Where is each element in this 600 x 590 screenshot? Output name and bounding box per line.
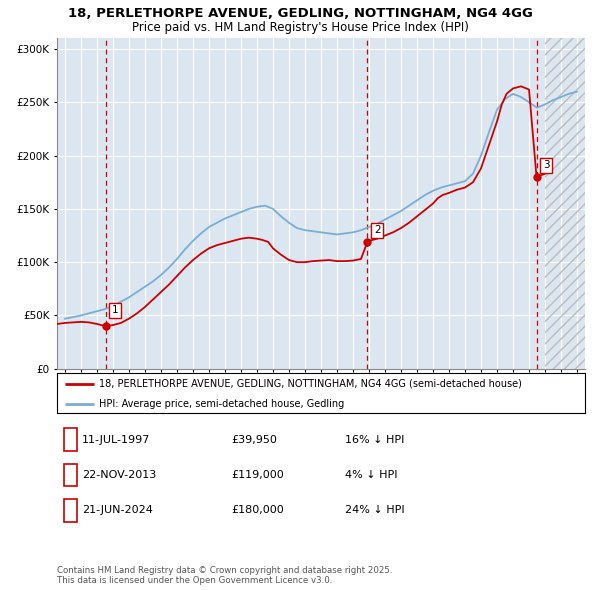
Text: 1: 1 — [112, 306, 119, 316]
Text: 18, PERLETHORPE AVENUE, GEDLING, NOTTINGHAM, NG4 4GG: 18, PERLETHORPE AVENUE, GEDLING, NOTTING… — [68, 7, 532, 20]
Text: 22-NOV-2013: 22-NOV-2013 — [82, 470, 157, 480]
Text: 4% ↓ HPI: 4% ↓ HPI — [345, 470, 398, 480]
Text: 3: 3 — [543, 160, 550, 171]
Text: 2: 2 — [374, 225, 380, 235]
Text: HPI: Average price, semi-detached house, Gedling: HPI: Average price, semi-detached house,… — [99, 399, 344, 409]
Text: £180,000: £180,000 — [231, 506, 284, 515]
Text: 1: 1 — [67, 435, 74, 444]
Text: £119,000: £119,000 — [231, 470, 284, 480]
Text: 24% ↓ HPI: 24% ↓ HPI — [345, 506, 404, 515]
Text: 3: 3 — [67, 506, 74, 515]
Text: £39,950: £39,950 — [231, 435, 277, 444]
Text: 2: 2 — [67, 470, 74, 480]
Text: 16% ↓ HPI: 16% ↓ HPI — [345, 435, 404, 444]
Text: 18, PERLETHORPE AVENUE, GEDLING, NOTTINGHAM, NG4 4GG (semi-detached house): 18, PERLETHORPE AVENUE, GEDLING, NOTTING… — [99, 379, 522, 389]
Text: 21-JUN-2024: 21-JUN-2024 — [82, 506, 153, 515]
Text: Contains HM Land Registry data © Crown copyright and database right 2025.
This d: Contains HM Land Registry data © Crown c… — [57, 566, 392, 585]
Text: Price paid vs. HM Land Registry's House Price Index (HPI): Price paid vs. HM Land Registry's House … — [131, 21, 469, 34]
Text: 11-JUL-1997: 11-JUL-1997 — [82, 435, 151, 444]
